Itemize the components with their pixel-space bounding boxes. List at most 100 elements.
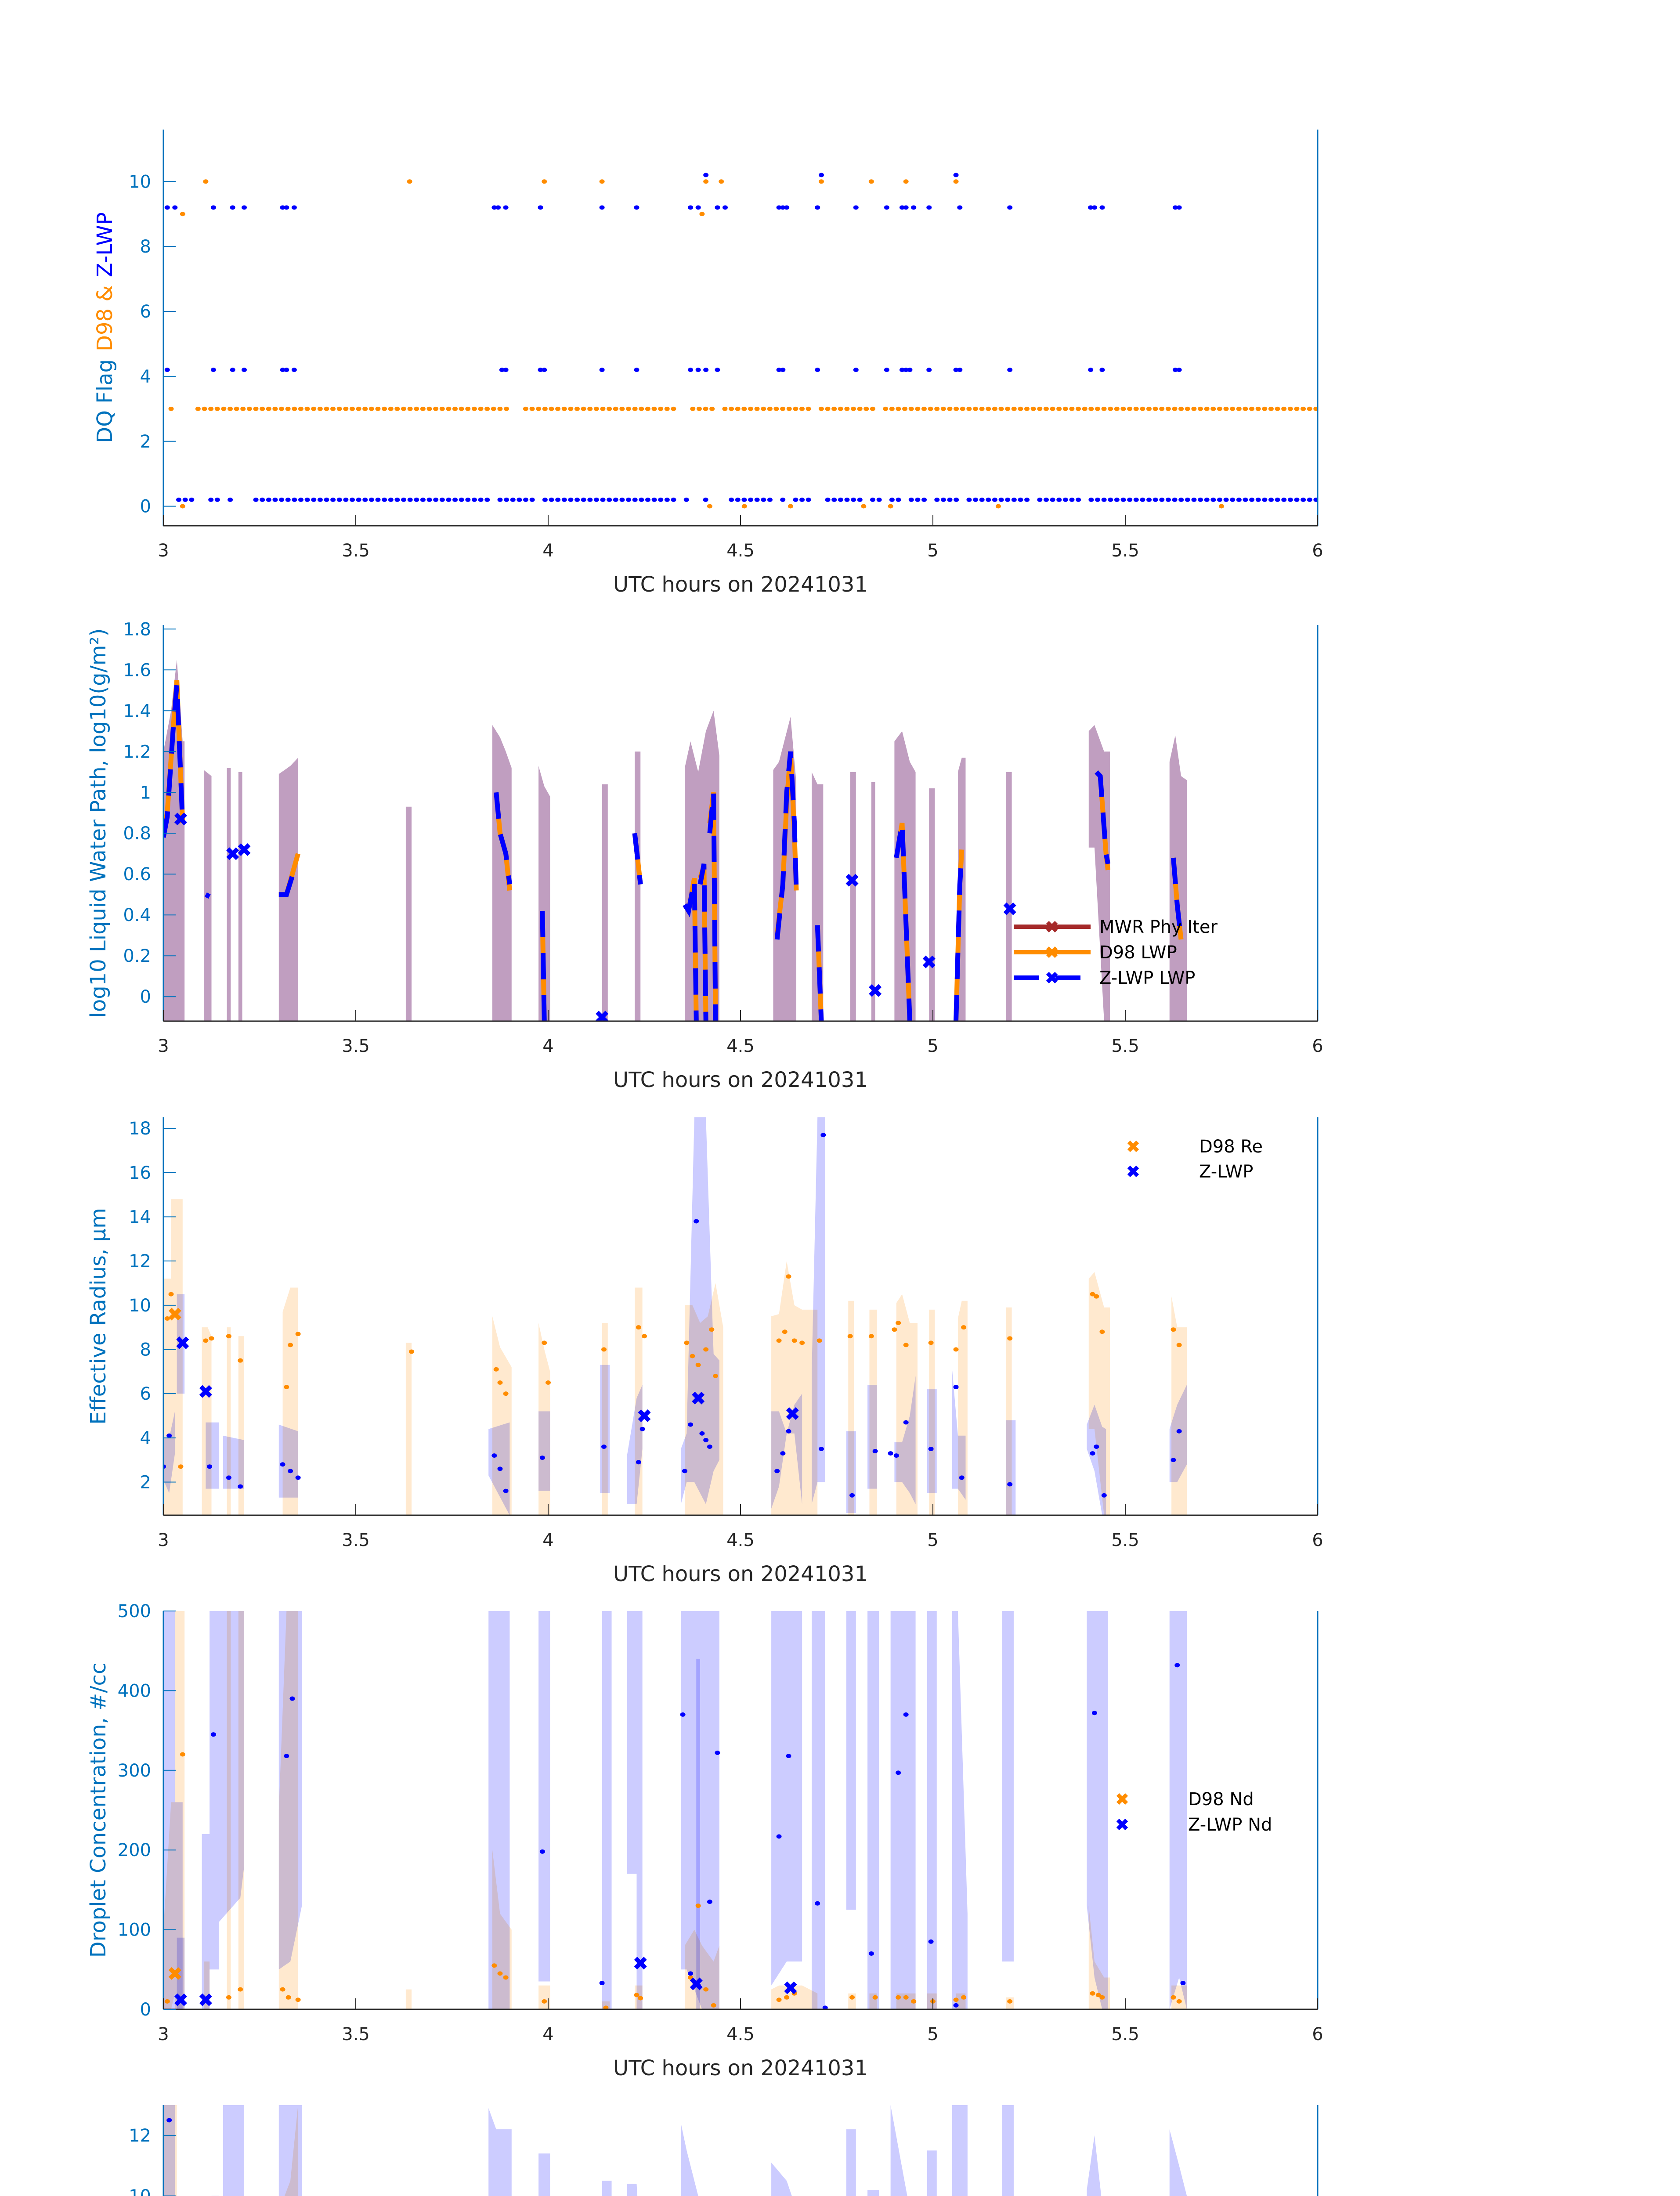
zlwp-uncertainty-band (210, 1611, 220, 1970)
data-point-d98-re (1090, 1292, 1095, 1297)
line-z-lwp-lwp (632, 833, 643, 885)
data-point-z-lwp-flag (414, 497, 419, 502)
data-point-d98-flag (703, 179, 709, 184)
data-point-d98-re (203, 1338, 209, 1343)
data-point-d98-flag (703, 406, 708, 411)
data-point-z-lwp-flag (1088, 205, 1094, 210)
legend-label: MWR Phy Iter (1099, 917, 1218, 937)
data-point-z-lwp-flag (703, 173, 709, 177)
data-point-d98-flag (459, 406, 464, 411)
data-point-z-lwp-flag (1159, 497, 1165, 502)
data-point-z-lwp (699, 1431, 705, 1436)
data-point-d98-flag (896, 406, 901, 411)
zlwp-uncertainty-band (202, 1834, 210, 2009)
data-point-d98-re (295, 1332, 301, 1336)
data-point-z-lwp-flag (1114, 497, 1120, 502)
data-point-d98-flag (928, 406, 933, 411)
data-point-z-lwp-flag (1223, 497, 1229, 502)
data-point-d98-flag (362, 406, 368, 411)
zlwp-uncertainty-band (538, 1611, 550, 1982)
data-point-z-lwp-flag (1101, 497, 1107, 502)
data-point-z-lwp-flag (626, 497, 632, 502)
data-point-d98-flag (773, 406, 779, 411)
data-point-z-lwp (786, 1429, 791, 1434)
data-point-z-lwp-flag (1056, 497, 1062, 502)
data-point-z-lwp-flag (499, 368, 505, 372)
data-point-z-lwp-flag (715, 368, 720, 372)
data-point-z-lwp-flag (1172, 368, 1178, 372)
data-point-z-lwp-flag (189, 497, 195, 502)
data-point-z-lwp-flag (1176, 205, 1182, 210)
data-point-d98-flag (279, 406, 285, 411)
data-point-z-lwp (1176, 1429, 1182, 1434)
data-point-d98-flag (992, 406, 997, 411)
data-point-d98-flag (619, 406, 625, 411)
data-point-z-lwp-flag (1217, 497, 1222, 502)
data-point-z-lwp (688, 1422, 694, 1427)
data-point-d98-flag (831, 406, 837, 411)
data-point-d98-flag (1262, 406, 1268, 411)
uncertainty-band (227, 768, 231, 1021)
chart-panel-optical-depth: 33.544.555.56024681012UTC hours on 20241… (129, 2105, 1319, 2196)
data-point-z-lwp-flag (446, 497, 452, 502)
data-point-z-lwp-flag (336, 497, 342, 502)
data-point-d98-nd (695, 1903, 701, 1908)
data-point-d98-flag (651, 406, 657, 411)
data-point-d98-flag (870, 406, 875, 411)
data-point-d98-re (636, 1325, 641, 1330)
y-axis-label: DQ Flag D98 & Z-LWP (93, 212, 117, 443)
data-point-z-lwp-flag (208, 497, 214, 502)
data-point-z-lwp-flag (915, 497, 921, 502)
marker-z-lwp-nd-mean-marker- (634, 1957, 647, 1970)
data-point-d98-flag (788, 504, 793, 509)
data-point-z-lwp (893, 1453, 899, 1458)
data-point-d98-flag (227, 406, 233, 411)
marker-z-lwp-lwp (845, 874, 859, 887)
uncertainty-band (405, 806, 412, 1021)
zlwp-uncertainty-band (602, 2181, 612, 2196)
zlwp-uncertainty-band (1169, 1611, 1187, 2009)
data-point-z-lwp-flag (870, 497, 875, 502)
data-point-z-lwp-flag (683, 497, 689, 502)
y-tick-label: 400 (118, 1681, 151, 1701)
data-point-d98-nd (1007, 1999, 1013, 2004)
data-point-d98-flag (349, 406, 355, 411)
zlwp-uncertainty-band (894, 1376, 916, 1504)
data-point-d98-flag (1223, 406, 1229, 411)
data-point-d98-flag (382, 406, 387, 411)
data-point-z-lwp-flag (517, 497, 522, 502)
data-point-d98-nd (903, 1995, 909, 2000)
data-point-z-lwp-flag (452, 497, 458, 502)
data-point-z-lwp-flag (1146, 497, 1152, 502)
data-point-d98-flag (1307, 406, 1312, 411)
data-point-z-lwp (539, 1456, 545, 1460)
d98-uncertainty-band (405, 1343, 412, 1515)
data-point-z-lwp (295, 1475, 301, 1480)
data-point-d98-flag (568, 406, 574, 411)
data-point-d98-flag (632, 406, 638, 411)
data-point-z-lwp-flag (497, 497, 503, 502)
data-point-z-lwp-nd (688, 1971, 694, 1976)
x-axis-label: UTC hours on 20241031 (613, 1068, 868, 1092)
data-point-d98-re (497, 1380, 503, 1385)
data-point-z-lwp-flag (230, 205, 235, 210)
data-point-z-lwp-flag (767, 497, 773, 502)
data-point-z-lwp-flag (1127, 497, 1133, 502)
data-point-z-lwp-flag (362, 497, 368, 502)
data-point-z-lwp-flag (957, 205, 963, 210)
data-point-d98-flag (607, 406, 612, 411)
data-point-d98-nd (776, 1997, 782, 2002)
data-point-d98-nd (911, 1999, 917, 2004)
legend: MWR Phy Iter D98 LWP Z-LWP LWP (1014, 917, 1218, 988)
line-z-lwp-lwp (204, 892, 211, 899)
data-point-z-lwp (707, 1444, 712, 1449)
zlwp-uncertainty-band (681, 1117, 719, 1504)
data-point-d98-re (786, 1274, 791, 1279)
data-point-d98-flag (292, 406, 297, 411)
x-tick-label: 3.5 (342, 2024, 370, 2044)
data-point-z-lwp-flag (853, 205, 859, 210)
plot-area (163, 2105, 1187, 2196)
data-point-d98-re (178, 1464, 184, 1469)
legend-label: D98 LWP (1099, 943, 1177, 963)
